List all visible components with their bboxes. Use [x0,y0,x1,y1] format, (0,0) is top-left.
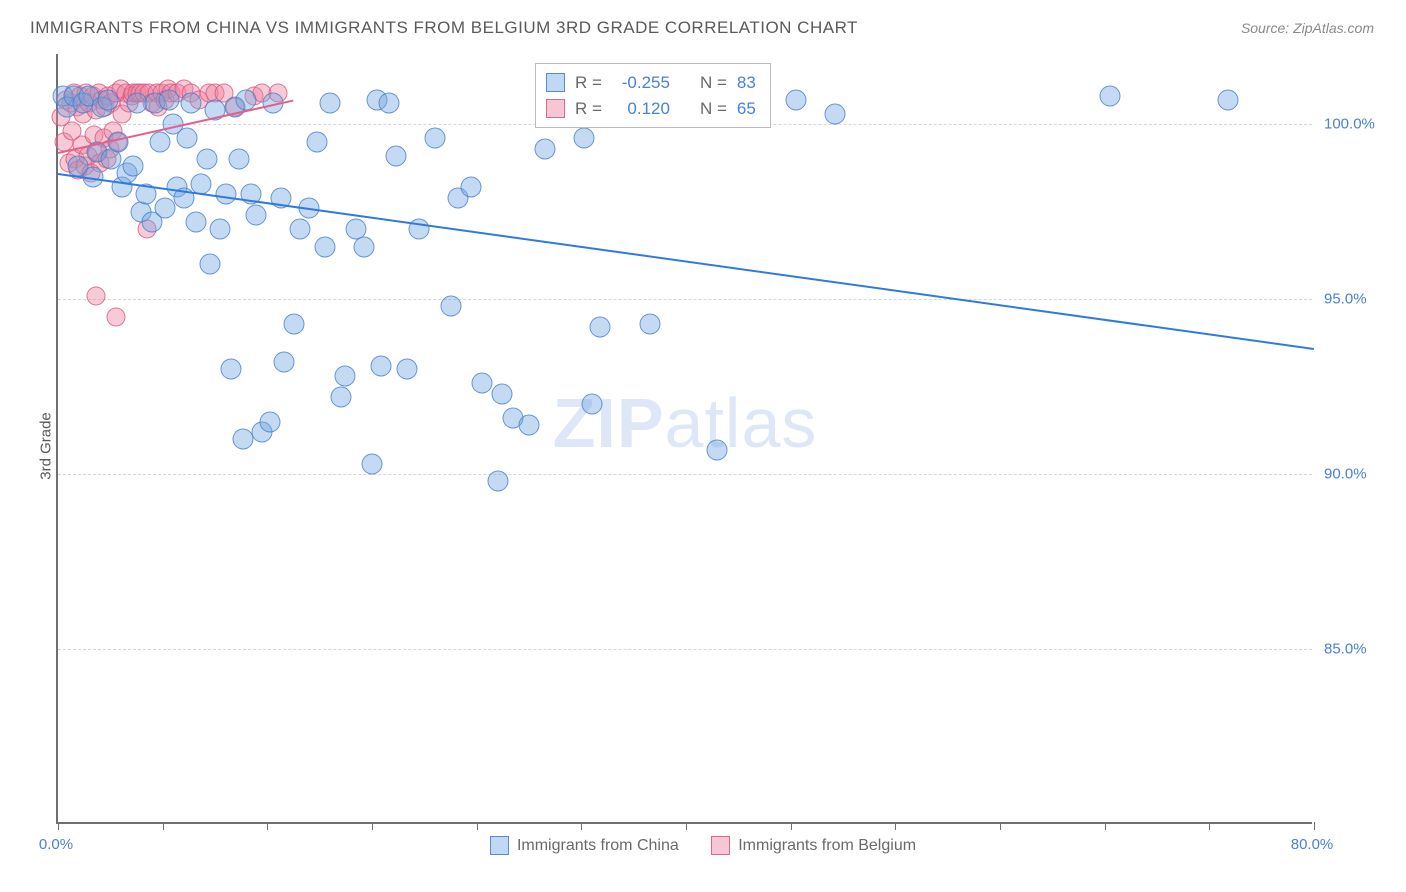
x-tick [477,822,478,830]
data-point-china [573,128,594,149]
data-point-china [589,317,610,338]
data-point-china [424,128,445,149]
x-tick [791,822,792,830]
swatch-icon [490,836,509,855]
data-point-china [186,212,207,233]
data-point-china [209,219,230,240]
data-point-china [471,373,492,394]
scatter-plot-area: ZIPatlas [56,54,1312,824]
data-point-belgium [107,307,126,326]
data-point-china [385,145,406,166]
bottom-legend: Immigrants from China Immigrants from Be… [0,836,1406,860]
n-value: 83 [737,70,756,96]
data-point-china [181,93,202,114]
data-point-china [314,236,335,257]
data-point-china [362,453,383,474]
data-point-china [534,138,555,159]
swatch-icon [546,99,565,118]
x-tick [1105,822,1106,830]
y-tick-label: 90.0% [1324,466,1367,483]
x-tick [267,822,268,830]
data-point-china [1099,86,1120,107]
data-point-china [335,366,356,387]
trendline-china [58,173,1314,350]
data-point-china [825,103,846,124]
source-attribution: Source: ZipAtlas.com [1241,20,1374,36]
x-tick [895,822,896,830]
data-point-china [581,394,602,415]
data-point-china [283,313,304,334]
data-point-china [233,429,254,450]
data-point-china [519,415,540,436]
data-point-china [190,173,211,194]
r-value: -0.255 [612,70,670,96]
x-tick [1000,822,1001,830]
x-tick-label: 0.0% [39,836,73,853]
x-tick-label: 80.0% [1291,836,1334,853]
x-tick [581,822,582,830]
gridline [58,649,1312,650]
x-tick [163,822,164,830]
data-point-china [197,149,218,170]
correlation-legend-box: R = -0.255 N = 83 R = 0.120 N = 65 [535,63,771,128]
x-tick [686,822,687,830]
y-tick-label: 95.0% [1324,291,1367,308]
data-point-china [245,205,266,226]
x-tick [1314,822,1315,830]
legend-label: Immigrants from China [517,837,679,855]
data-point-china [159,89,180,110]
swatch-icon [711,836,730,855]
corr-row-belgium: R = 0.120 N = 65 [546,96,756,122]
x-tick [58,822,59,830]
data-point-china [220,359,241,380]
x-tick [372,822,373,830]
legend-item-belgium: Immigrants from Belgium [711,836,916,855]
data-point-china [200,254,221,275]
data-point-china [259,411,280,432]
data-point-china [274,352,295,373]
data-point-china [492,383,513,404]
data-point-china [330,387,351,408]
gridline [58,474,1312,475]
legend-label: Immigrants from Belgium [738,837,916,855]
data-point-china [123,156,144,177]
data-point-china [707,439,728,460]
data-point-china [154,198,175,219]
r-label: R = [575,96,602,122]
data-point-china [487,471,508,492]
y-axis-label: 3rd Grade [37,412,54,480]
data-point-china [354,236,375,257]
data-point-china [289,219,310,240]
n-value: 65 [737,96,756,122]
chart-title: IMMIGRANTS FROM CHINA VS IMMIGRANTS FROM… [30,18,858,38]
legend-item-china: Immigrants from China [490,836,679,855]
x-tick [1209,822,1210,830]
swatch-icon [546,73,565,92]
data-point-china [379,93,400,114]
data-point-china [307,131,328,152]
data-point-china [228,149,249,170]
data-point-china [460,177,481,198]
data-point-china [176,128,197,149]
y-tick-label: 85.0% [1324,641,1367,658]
r-label: R = [575,70,602,96]
n-label: N = [700,70,727,96]
data-point-china [1217,89,1238,110]
data-point-china [785,89,806,110]
r-value: 0.120 [612,96,670,122]
data-point-china [215,184,236,205]
data-point-china [639,313,660,334]
data-point-china [319,93,340,114]
n-label: N = [700,96,727,122]
data-point-china [396,359,417,380]
data-point-china [150,131,171,152]
data-point-belgium [86,286,105,305]
gridline [58,299,1312,300]
y-tick-label: 100.0% [1324,116,1375,133]
corr-row-china: R = -0.255 N = 83 [546,70,756,96]
data-point-china [236,89,257,110]
data-point-china [371,355,392,376]
data-point-china [98,89,119,110]
data-point-china [440,296,461,317]
